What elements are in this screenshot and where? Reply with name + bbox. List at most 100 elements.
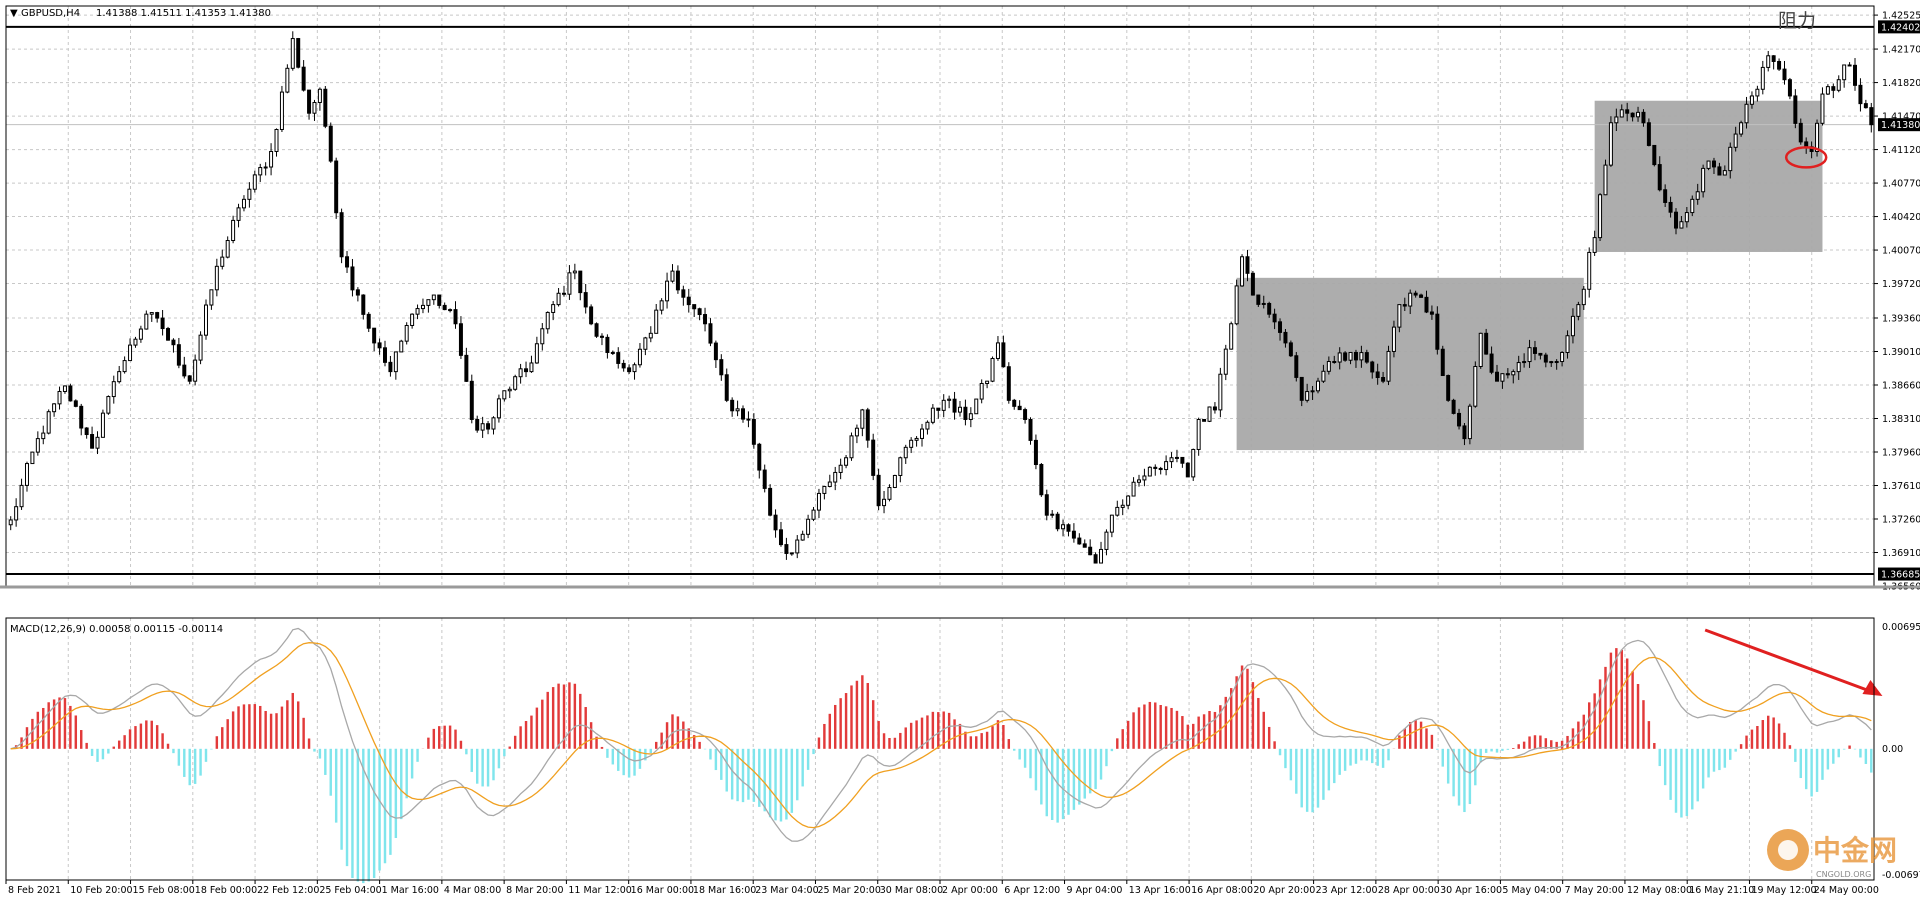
candle-body-66 [366,313,371,329]
candle-body-18 [106,396,111,414]
candle-body-230 [1256,294,1261,305]
chart-title-arrow[interactable]: ▼ [10,8,18,19]
candle-body-37 [209,289,214,306]
candle-body-81 [448,309,453,312]
candle-body-197 [1077,537,1082,545]
watermark: 中金网 CNGOLD.ORG [1767,829,1897,879]
candle-body-241 [1316,380,1320,392]
candle-body-106 [583,292,588,308]
candle-body-280 [1527,347,1532,363]
time-tick-label-9: 11 Mar 12:00 [568,885,631,896]
candle-body-281 [1532,347,1537,354]
candle-body-63 [350,266,355,291]
time-tick-label-6: 1 Mar 16:00 [382,885,439,896]
candle-body-36 [203,304,208,336]
candle-body-110 [605,336,610,353]
candle-body-160 [876,474,881,507]
candle-body-294 [1603,164,1608,196]
candle-body-305 [1663,189,1668,203]
candle-body-229 [1250,272,1255,296]
candle-body-258 [1408,292,1413,307]
candle-body-133 [730,399,735,412]
candle-body-125 [686,296,691,306]
price-tick-label-2: 1.41820 [1882,78,1920,89]
candle-body-10 [62,385,67,392]
candle-body-181 [990,357,995,382]
candle-body-168 [920,428,925,439]
candle-body-62 [345,256,350,268]
candle-body-274 [1495,371,1499,382]
candle-body-171 [936,407,941,411]
candle-body-114 [627,367,632,373]
candle-body-116 [637,348,642,366]
candle-body-33 [187,375,192,382]
candle-body-219 [1196,418,1201,450]
candle-body-2 [19,484,24,508]
candle-body-46 [258,167,263,176]
candle-body-1 [14,506,19,521]
candle-body-7 [46,411,51,434]
candle-body-297 [1619,109,1624,118]
candle-body-257 [1402,304,1407,307]
candle-body-202 [1104,531,1109,550]
candle-body-140 [768,487,773,516]
candle-body-334 [1820,93,1825,124]
candle-body-341 [1858,84,1863,105]
candle-body-145 [795,539,800,554]
candle-body-127 [697,308,702,316]
candle-body-225 [1229,323,1234,350]
time-tick-label-26: 12 May 08:00 [1627,885,1692,896]
candle-body-35 [198,334,203,361]
candle-body-263 [1435,313,1440,350]
candle-body-157 [860,409,865,429]
time-tick-label-15: 2 Apr 00:00 [942,885,998,896]
macd-indicator [10,627,1873,884]
candle-body-136 [746,418,751,421]
candle-body-17 [100,412,105,438]
candle-body-276 [1505,373,1510,376]
candle-body-182 [995,342,1000,359]
candle-body-198 [1082,543,1087,548]
candle-body-32 [182,364,187,377]
price-tick-label-13: 1.37960 [1882,448,1920,459]
candle-body-161 [882,498,887,507]
candle-body-304 [1657,164,1662,191]
macd-label: MACD(12,26,9) 0.00058 0.00115 -0.00114 [10,624,223,635]
candle-body-269 [1467,405,1472,440]
candle-body-285 [1554,361,1559,364]
candle-body-251 [1370,361,1375,373]
candle-body-320 [1744,103,1749,124]
candle-body-208 [1136,479,1141,483]
candle-body-214 [1169,457,1174,463]
candle-body-236 [1288,342,1293,357]
candle-body-313 [1706,160,1711,169]
candle-body-299 [1630,112,1635,118]
candle-body-271 [1478,332,1483,368]
candle-body-174 [952,398,957,413]
candle-body-331 [1804,141,1809,148]
candle-body-275 [1500,373,1505,382]
candle-body-75 [415,308,420,315]
price-tick-label-9: 1.39360 [1882,314,1920,325]
candle-body-12 [73,400,78,407]
candle-body-226 [1234,285,1239,325]
candle-body-122 [670,270,675,282]
candle-body-128 [703,314,708,325]
time-tick-label-25: 7 May 20:00 [1565,885,1624,896]
candle-body-96 [529,362,534,373]
candle-body-8 [52,403,57,413]
candle-body-342 [1863,103,1868,109]
candle-body-159 [871,439,876,476]
candle-body-117 [643,337,648,350]
candle-body-89 [491,417,496,430]
candle-body-48 [269,150,274,168]
candle-body-49 [274,128,279,152]
candle-body-113 [621,362,626,369]
candle-body-335 [1825,86,1830,95]
candle-body-337 [1836,79,1841,91]
candle-body-86 [475,418,480,431]
candle-body-169 [925,421,930,430]
candle-body-9 [57,390,62,405]
candle-body-163 [892,474,897,488]
